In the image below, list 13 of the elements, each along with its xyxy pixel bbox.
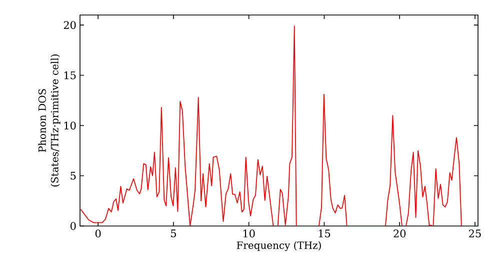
- x-tick-label: 15: [318, 230, 330, 238]
- y-tick-label: 15: [64, 71, 76, 80]
- y-tick-label: 10: [64, 122, 76, 130]
- y-tick-label: 5: [70, 172, 76, 180]
- x-axis-title: Frequency (THz): [236, 241, 321, 252]
- x-tick-label: 10: [243, 230, 255, 238]
- y-axis-title: Phonon DOS (States/THz·primitive cell): [38, 54, 60, 186]
- y-tick-label: 20: [64, 21, 76, 29]
- x-tick-label: 5: [171, 230, 176, 238]
- x-tick-label: 0: [95, 230, 101, 238]
- y-tick-label: 0: [70, 222, 76, 230]
- x-tick-label: 25: [469, 230, 481, 238]
- x-tick-label: 20: [394, 230, 406, 238]
